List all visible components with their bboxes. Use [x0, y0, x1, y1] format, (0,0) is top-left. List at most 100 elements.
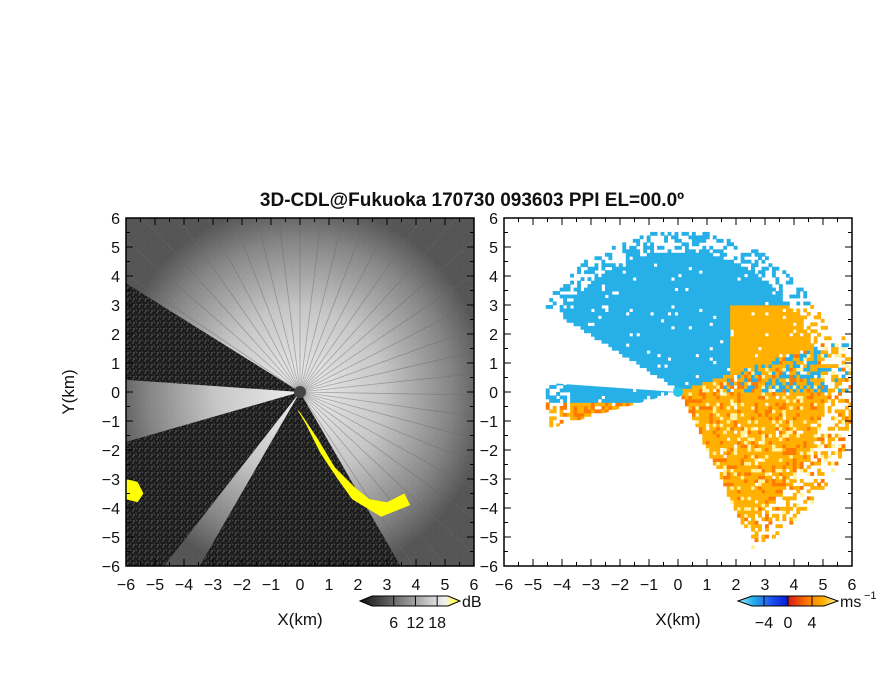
- velocity-cell: [806, 385, 811, 389]
- velocity-cell: [768, 426, 773, 431]
- velocity-cell: [824, 371, 829, 375]
- velocity-cell: [778, 305, 783, 309]
- velocity-cell: [768, 517, 773, 522]
- velocity-cell: [695, 318, 700, 323]
- velocity-cell: [806, 325, 811, 330]
- velocity-cell: [751, 294, 755, 299]
- velocity-cell: [744, 343, 748, 348]
- velocity-cell: [747, 287, 752, 292]
- velocity-cell: [751, 291, 755, 295]
- velocity-cell: [702, 433, 707, 438]
- velocity-cell: [716, 433, 721, 438]
- velocity-cell: [813, 350, 818, 355]
- velocity-cell: [695, 256, 700, 261]
- velocity-cell: [768, 492, 773, 497]
- velocity-cell: [597, 332, 602, 337]
- x-tick-label: 0: [296, 577, 305, 594]
- velocity-cell: [695, 291, 700, 295]
- velocity-cell: [667, 353, 672, 358]
- velocity-cell: [792, 332, 797, 337]
- velocity-cell: [712, 440, 717, 445]
- velocity-cell: [775, 426, 780, 431]
- velocity-cell: [632, 346, 637, 351]
- velocity-cell: [810, 388, 815, 393]
- velocity-cell: [684, 249, 689, 254]
- velocity-cell: [657, 325, 661, 330]
- velocity-cell: [778, 287, 783, 292]
- velocity-cell: [789, 433, 794, 438]
- velocity-cell: [796, 510, 801, 515]
- velocity-cell: [751, 332, 755, 337]
- velocity-cell: [737, 284, 742, 288]
- velocity-cell: [782, 402, 787, 407]
- velocity-cell: [587, 270, 592, 275]
- velocity-cell: [723, 353, 728, 358]
- velocity-cell: [674, 231, 679, 236]
- velocity-cell: [695, 371, 700, 375]
- velocity-cell: [618, 291, 623, 295]
- velocity-cell: [549, 305, 554, 309]
- velocity-cell: [803, 353, 808, 358]
- velocity-cell: [733, 489, 738, 494]
- velocity-cell: [817, 458, 822, 462]
- velocity-cell: [751, 402, 755, 407]
- velocity-cell: [646, 339, 651, 344]
- velocity-cell: [740, 388, 745, 393]
- velocity-cell: [639, 266, 644, 271]
- velocity-cell: [758, 482, 762, 487]
- velocity-cell: [806, 454, 811, 459]
- velocity-cell: [552, 416, 557, 421]
- velocity-cell: [765, 287, 769, 292]
- velocity-cell: [751, 437, 755, 442]
- velocity-cell: [688, 273, 693, 278]
- velocity-cell: [754, 329, 759, 334]
- velocity-cell: [594, 277, 599, 282]
- velocity-cell: [775, 346, 780, 351]
- velocity-cell: [803, 388, 808, 393]
- velocity-cell: [688, 259, 693, 264]
- velocity-cell: [810, 360, 815, 365]
- velocity-cell: [580, 409, 585, 414]
- velocity-cell: [684, 311, 689, 316]
- velocity-cell: [834, 346, 839, 351]
- velocity-cell: [778, 392, 783, 396]
- velocity-cell: [740, 329, 745, 334]
- velocity-cell: [601, 315, 606, 320]
- velocity-cell: [726, 339, 731, 344]
- velocity-cell: [723, 426, 728, 431]
- velocity-cell: [639, 343, 644, 348]
- velocity-cell: [573, 311, 578, 316]
- velocity-cell: [726, 336, 731, 341]
- velocity-cell: [587, 395, 592, 400]
- velocity-cell: [591, 405, 595, 410]
- velocity-cell: [712, 329, 717, 334]
- velocity-cell: [646, 266, 651, 271]
- velocity-cell: [796, 485, 801, 490]
- x-tick-label: −3: [204, 577, 222, 594]
- velocity-cell: [618, 294, 623, 299]
- velocity-cell: [646, 311, 651, 316]
- velocity-cell: [625, 346, 630, 351]
- velocity-cell: [622, 332, 627, 337]
- velocity-cell: [761, 461, 766, 466]
- velocity-cell: [834, 409, 839, 414]
- velocity-cell: [765, 412, 769, 417]
- velocity-cell: [657, 367, 661, 372]
- velocity-cell: [577, 388, 581, 393]
- velocity-cell: [643, 346, 648, 351]
- velocity-cell: [813, 416, 818, 421]
- velocity-cell: [834, 378, 839, 382]
- velocity-cell: [625, 291, 630, 295]
- velocity-cell: [646, 301, 651, 306]
- velocity-cell: [709, 412, 714, 417]
- velocity-cell: [646, 329, 651, 334]
- velocity-cell: [733, 360, 738, 365]
- velocity-cell: [806, 496, 811, 501]
- velocity-cell: [573, 305, 578, 309]
- velocity-cell: [608, 256, 613, 261]
- velocity-cell: [733, 433, 738, 438]
- velocity-cell: [751, 458, 755, 462]
- velocity-cell: [733, 506, 738, 511]
- velocity-cell: [782, 311, 787, 316]
- velocity-cell: [761, 311, 766, 316]
